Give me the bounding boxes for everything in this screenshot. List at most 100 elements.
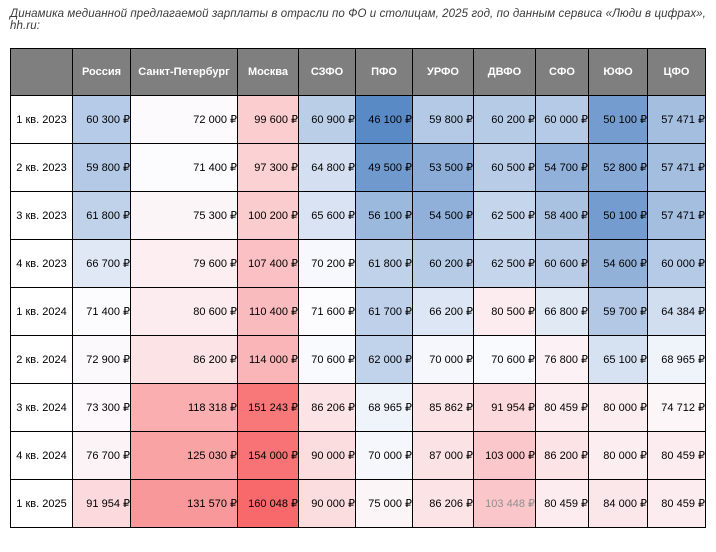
salary-cell: 80 600 ₽ [130,287,238,336]
salary-cell: 60 200 ₽ [473,95,536,144]
salary-cell: 107 400 ₽ [237,239,299,288]
table-header: Россия Санкт-Петербург Москва СЗФО ПФО УРФО ДВ… [10,48,706,96]
column-header-7: ДВФО [473,48,536,96]
salary-cell: 87 000 ₽ [412,431,474,480]
salary-cell: 70 000 ₽ [355,431,413,480]
salary-cell: 72 000 ₽ [130,95,238,144]
salary-cell: 99 600 ₽ [237,95,299,144]
salary-cell: 60 000 ₽ [647,239,706,288]
column-header-1: Россия [72,48,131,96]
salary-cell: 46 100 ₽ [355,95,413,144]
salary-cell: 70 600 ₽ [298,335,356,384]
salary-cell: 70 600 ₽ [473,335,536,384]
salary-cell: 66 800 ₽ [535,287,589,336]
salary-cell: 62 500 ₽ [473,239,536,288]
row-label: 1 кв. 2025 [10,479,73,528]
column-header-6: УРФО [412,48,474,96]
salary-cell: 91 954 ₽ [473,383,536,432]
salary-cell: 103 000 ₽ [473,431,536,480]
column-header-5: ПФО [355,48,413,96]
salary-cell: 50 100 ₽ [588,95,648,144]
salary-cell: 80 459 ₽ [647,431,706,480]
data-row-3-кв-2023: 3 кв. 2023 61 800 ₽75 300 ₽100 200 ₽65 60… [10,191,706,240]
salary-cell: 49 500 ₽ [355,143,413,192]
salary-cell: 60 900 ₽ [298,95,356,144]
corner-header-cell [10,48,73,96]
row-label: 2 кв. 2023 [10,143,73,192]
salary-cell: 61 800 ₽ [355,239,413,288]
salary-cell: 79 600 ₽ [130,239,238,288]
salary-cell: 80 459 ₽ [535,479,589,528]
salary-cell: 71 400 ₽ [130,143,238,192]
salary-cell: 66 200 ₽ [412,287,474,336]
column-header-10: ЦФО [647,48,706,96]
salary-cell: 62 500 ₽ [473,191,536,240]
table-body: 1 кв. 2023 60 300 ₽72 000 ₽99 600 ₽60 900… [10,95,706,528]
salary-cell: 85 862 ₽ [412,383,474,432]
data-row-2-кв-2024: 2 кв. 2024 72 900 ₽86 200 ₽114 000 ₽70 60… [10,335,706,384]
salary-cell: 154 000 ₽ [237,431,299,480]
salary-cell: 118 318 ₽ [130,383,238,432]
salary-cell: 59 800 ₽ [412,95,474,144]
salary-cell: 60 600 ₽ [535,239,589,288]
salary-cell: 68 965 ₽ [647,335,706,384]
salary-cell: 65 600 ₽ [298,191,356,240]
salary-cell: 60 200 ₽ [412,239,474,288]
data-row-1-кв-2023: 1 кв. 2023 60 300 ₽72 000 ₽99 600 ₽60 900… [10,95,706,144]
salary-cell: 100 200 ₽ [237,191,299,240]
row-label: 1 кв. 2023 [10,95,73,144]
column-header-4: СЗФО [298,48,356,96]
salary-cell: 86 206 ₽ [298,383,356,432]
salary-cell: 80 459 ₽ [647,479,706,528]
salary-cell: 80 000 ₽ [588,431,648,480]
salary-cell: 66 700 ₽ [72,239,131,288]
column-header-2: Санкт-Петербург [130,48,238,96]
data-row-4-кв-2023: 4 кв. 2023 66 700 ₽79 600 ₽107 400 ₽70 20… [10,239,706,288]
salary-cell: 58 400 ₽ [535,191,589,240]
row-label: 4 кв. 2023 [10,239,73,288]
salary-cell: 97 300 ₽ [237,143,299,192]
salary-cell: 60 500 ₽ [473,143,536,192]
row-label: 3 кв. 2023 [10,191,73,240]
salary-cell: 57 471 ₽ [647,143,706,192]
row-label: 3 кв. 2024 [10,383,73,432]
salary-cell: 80 500 ₽ [473,287,536,336]
salary-cell: 50 100 ₽ [588,191,648,240]
salary-cell: 160 048 ₽ [237,479,299,528]
salary-cell: 90 000 ₽ [298,431,356,480]
salary-cell: 61 700 ₽ [355,287,413,336]
row-label: 4 кв. 2024 [10,431,73,480]
salary-cell: 52 800 ₽ [588,143,648,192]
salary-cell: 64 384 ₽ [647,287,706,336]
salary-cell: 151 243 ₽ [237,383,299,432]
salary-cell: 80 000 ₽ [588,383,648,432]
salary-cell: 60 000 ₽ [535,95,589,144]
salary-cell: 70 000 ₽ [412,335,474,384]
salary-cell: 62 000 ₽ [355,335,413,384]
salary-cell: 65 100 ₽ [588,335,648,384]
salary-cell: 91 954 ₽ [72,479,131,528]
salary-cell: 90 000 ₽ [298,479,356,528]
salary-cell: 80 459 ₽ [535,383,589,432]
salary-cell: 54 600 ₽ [588,239,648,288]
header-row: Россия Санкт-Петербург Москва СЗФО ПФО УРФО ДВ… [10,48,706,96]
salary-cell: 114 000 ₽ [237,335,299,384]
salary-cell: 86 200 ₽ [130,335,238,384]
salary-cell: 125 030 ₽ [130,431,238,480]
data-row-4-кв-2024: 4 кв. 2024 76 700 ₽125 030 ₽154 000 ₽90 0… [10,431,706,480]
salary-cell: 57 471 ₽ [647,191,706,240]
data-row-1-кв-2025: 1 кв. 2025 91 954 ₽131 570 ₽160 048 ₽90 0… [10,479,706,528]
salary-cell: 56 100 ₽ [355,191,413,240]
salary-cell: 60 300 ₽ [72,95,131,144]
salary-cell: 76 700 ₽ [72,431,131,480]
data-row-2-кв-2023: 2 кв. 2023 59 800 ₽71 400 ₽97 300 ₽64 800… [10,143,706,192]
salary-cell: 76 800 ₽ [535,335,589,384]
data-row-1-кв-2024: 1 кв. 2024 71 400 ₽80 600 ₽110 400 ₽71 60… [10,287,706,336]
salary-cell: 53 500 ₽ [412,143,474,192]
salary-cell: 71 600 ₽ [298,287,356,336]
salary-cell: 54 700 ₽ [535,143,589,192]
salary-cell: 103 448 ₽ [473,479,536,528]
row-label: 2 кв. 2024 [10,335,73,384]
salary-cell: 64 800 ₽ [298,143,356,192]
